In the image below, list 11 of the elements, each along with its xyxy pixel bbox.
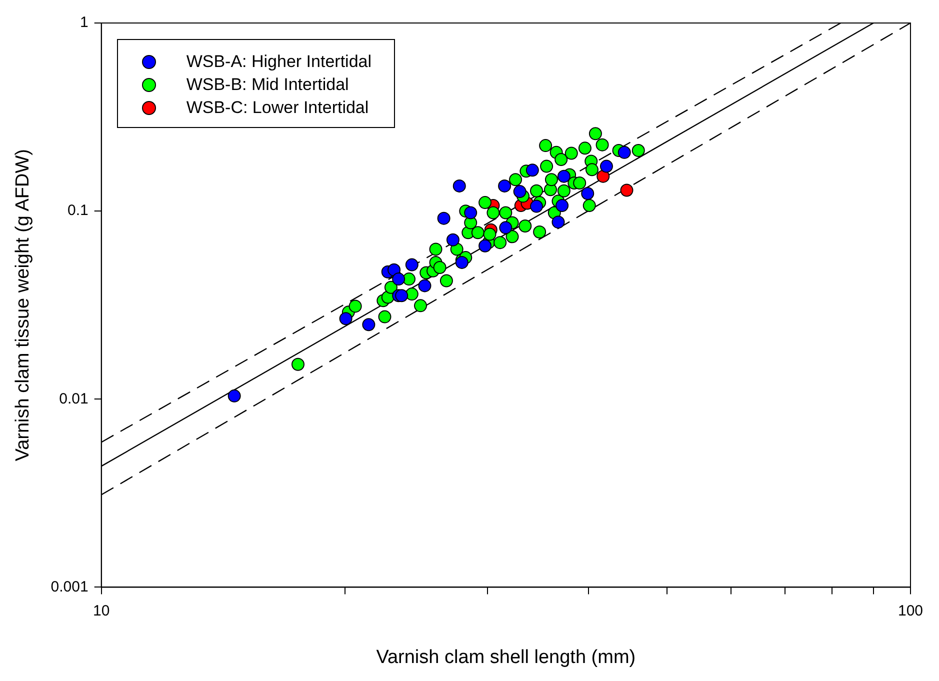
legend-label: WSB-A: Higher Intertidal	[186, 52, 372, 72]
y-tick-label: 0.001	[50, 578, 88, 596]
x-tick-label: 100	[898, 602, 923, 620]
legend-label: WSB-B: Mid Intertidal	[186, 74, 349, 94]
y-tick-label: 0.1	[67, 202, 88, 220]
y-tick-label: 1	[80, 14, 88, 32]
y-tick-label: 0.01	[59, 390, 88, 408]
legend-label: WSB-C: Lower Intertidal	[186, 98, 369, 118]
x-tick-label: 10	[92, 602, 110, 620]
y-axis-title: Varnish clam tissue weight (g AFDW)	[12, 149, 34, 462]
x-axis-title: Varnish clam shell length (mm)	[376, 646, 636, 668]
